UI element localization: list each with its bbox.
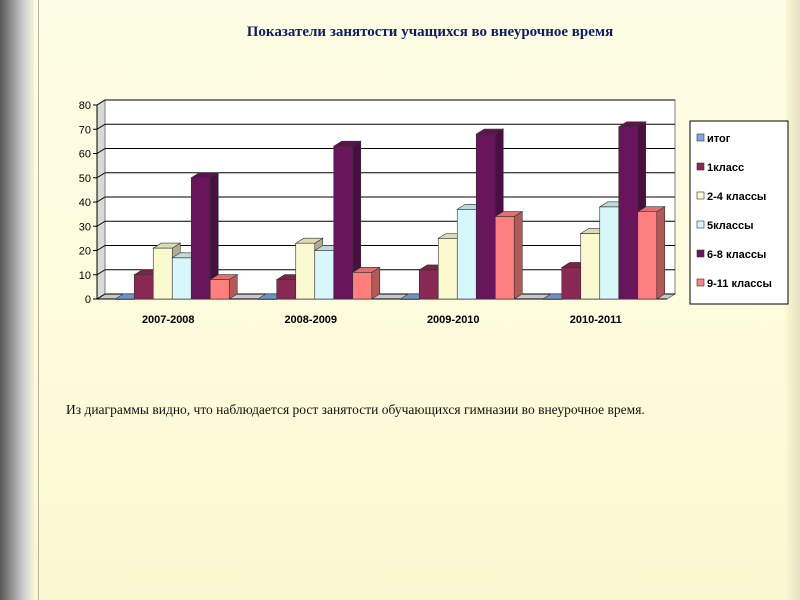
x-tick-label: 2007-2008 bbox=[142, 314, 195, 326]
y-tick-label: 10 bbox=[79, 270, 91, 282]
gridline-side bbox=[96, 220, 106, 227]
bar-top bbox=[475, 128, 505, 135]
bar bbox=[171, 257, 192, 300]
y-tick-label: 50 bbox=[79, 173, 91, 185]
bar-side bbox=[656, 206, 666, 300]
right-decor-band bbox=[786, 0, 800, 600]
y-tick-label: 80 bbox=[79, 100, 91, 112]
chart-caption: Из диаграммы видно, что наблюдается рост… bbox=[66, 402, 645, 417]
legend-swatch bbox=[696, 220, 705, 229]
gridline-side bbox=[96, 245, 106, 251]
bar bbox=[437, 238, 458, 300]
slide-title: Показатели занятости учащихся во внеуроч… bbox=[246, 24, 614, 40]
bar-top bbox=[294, 237, 324, 244]
bar bbox=[561, 267, 582, 300]
legend-label: итог bbox=[707, 133, 731, 145]
legend-label: 9-11 классы bbox=[707, 278, 772, 290]
bar bbox=[276, 279, 297, 300]
legend-label: 6-8 классы bbox=[707, 249, 766, 261]
left-decor-band bbox=[0, 0, 34, 600]
gridline-side bbox=[96, 269, 106, 276]
bar bbox=[456, 208, 477, 300]
bar-top bbox=[152, 242, 182, 249]
legend-box bbox=[689, 120, 789, 305]
y-tick-label: 0 bbox=[85, 294, 91, 306]
bar bbox=[152, 247, 173, 300]
x-tick-label: 2008-2009 bbox=[284, 314, 337, 326]
y-tick-label: 30 bbox=[79, 221, 91, 233]
bar bbox=[637, 211, 658, 300]
bar bbox=[352, 272, 373, 300]
legend-swatch bbox=[696, 278, 705, 287]
bar bbox=[314, 250, 335, 300]
gridline-side bbox=[96, 99, 106, 106]
x-tick-label: 2010-2011 bbox=[570, 314, 622, 326]
bar bbox=[190, 177, 211, 300]
legend-swatch bbox=[696, 162, 705, 171]
bar bbox=[618, 126, 639, 300]
bar-chart: 0 10 20 30 40 50 60 70 80 2007-2008 2008-2009 2009-… bbox=[40, 88, 800, 338]
bar-top bbox=[617, 121, 647, 128]
legend-label: 5классы bbox=[707, 220, 754, 232]
bar bbox=[295, 242, 316, 300]
legend-label: 2-4 классы bbox=[707, 191, 766, 203]
gridline-side bbox=[96, 293, 106, 300]
gridline-side bbox=[96, 196, 106, 203]
bar-top bbox=[332, 140, 362, 147]
bar bbox=[475, 133, 496, 300]
bar bbox=[333, 145, 354, 300]
legend-swatch bbox=[696, 191, 705, 200]
bar-side bbox=[513, 211, 523, 300]
x-tick-label: 2009-2010 bbox=[427, 314, 480, 326]
bar bbox=[133, 274, 154, 300]
bar bbox=[599, 206, 620, 300]
bar bbox=[494, 216, 515, 300]
y-tick-label: 20 bbox=[79, 246, 91, 258]
legend-swatch bbox=[696, 133, 705, 142]
bar-top bbox=[636, 206, 666, 212]
chart-svg: 0 10 20 30 40 50 60 70 80 2007-2008 2008-2009 2009-… bbox=[79, 99, 789, 326]
bar bbox=[209, 279, 230, 300]
y-tick-label: 60 bbox=[79, 149, 91, 161]
legend-swatch bbox=[696, 249, 705, 258]
bar-top bbox=[190, 172, 220, 179]
bar bbox=[580, 233, 601, 300]
bar bbox=[418, 269, 439, 300]
gridline-side bbox=[96, 123, 106, 130]
legend-label: 1класс bbox=[707, 162, 744, 174]
y-tick-label: 70 bbox=[79, 124, 91, 136]
gridline-side bbox=[96, 172, 106, 179]
gridline-side bbox=[96, 148, 106, 154]
bar-top bbox=[351, 267, 381, 273]
bar-top bbox=[494, 211, 524, 217]
bar-side bbox=[371, 266, 381, 300]
y-tick-label: 40 bbox=[79, 197, 91, 209]
bar-top bbox=[209, 274, 239, 280]
left-decor-line bbox=[38, 0, 39, 600]
